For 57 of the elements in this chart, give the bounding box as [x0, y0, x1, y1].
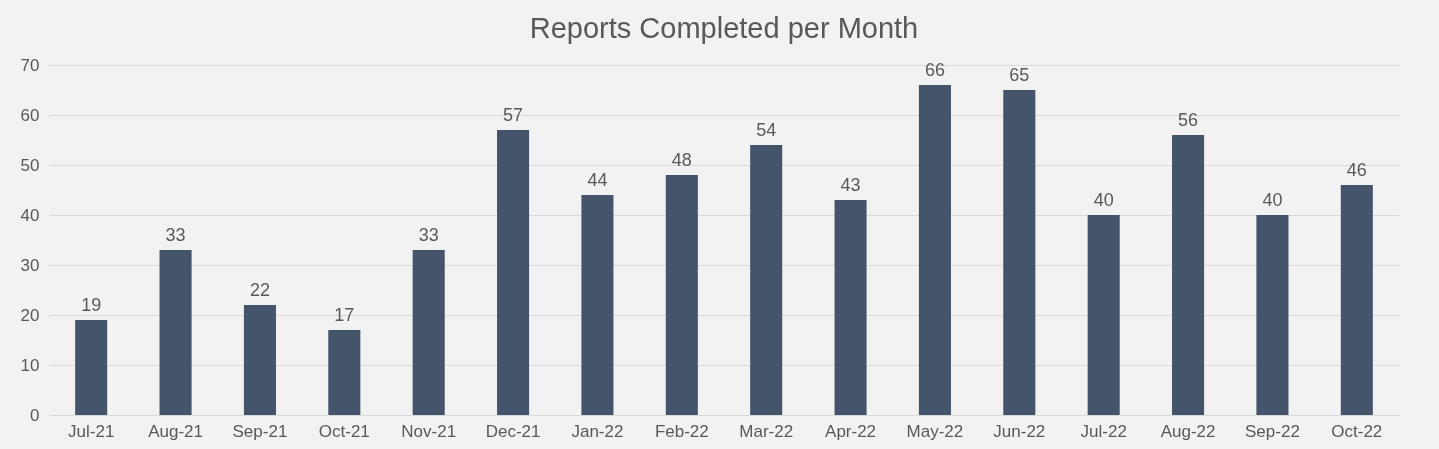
bar: [1172, 135, 1205, 415]
bar: [1256, 215, 1289, 415]
data-label: 22: [249, 280, 270, 300]
bar: [1087, 215, 1120, 415]
x-tick-label: May-22: [906, 421, 964, 441]
y-tick-label: 70: [20, 55, 40, 75]
x-tick-label: Mar-22: [739, 421, 794, 441]
data-label: 57: [503, 105, 524, 125]
y-tick-label: 0: [30, 405, 40, 425]
bar: [1003, 90, 1036, 415]
bar: [1340, 185, 1373, 415]
data-label: 40: [1262, 190, 1283, 210]
y-tick-label: 50: [20, 155, 40, 175]
bar: [665, 175, 698, 415]
y-tick-label: 40: [20, 205, 40, 225]
bar: [159, 250, 192, 415]
y-tick-label: 20: [20, 305, 40, 325]
data-label: 44: [587, 170, 608, 190]
x-tick-label: Jan-22: [571, 421, 624, 441]
bar: [918, 85, 951, 415]
data-label: 33: [165, 225, 186, 245]
x-tick-label: Dec-21: [485, 421, 541, 441]
bar: [75, 320, 108, 415]
data-label: 43: [840, 175, 861, 195]
x-tick-label: Oct-21: [318, 421, 370, 441]
bar: [581, 195, 614, 415]
x-tick-label: Sep-21: [232, 421, 288, 441]
bar: [328, 330, 361, 415]
bar: [412, 250, 445, 415]
y-tick-label: 30: [20, 255, 40, 275]
x-tick-label: Oct-22: [1331, 421, 1383, 441]
chart-title: Reports Completed per Month: [529, 12, 919, 44]
bar: [750, 145, 783, 415]
data-label: 48: [671, 150, 692, 170]
bar: [834, 200, 867, 415]
x-tick-label: Aug-22: [1160, 421, 1216, 441]
x-tick-label: Sep-22: [1245, 421, 1300, 441]
x-tick-label: Jul-22: [1080, 421, 1127, 441]
x-tick-label: Jul-21: [68, 421, 115, 441]
bar: [243, 305, 276, 415]
x-tick-label: Jun-22: [993, 421, 1046, 441]
data-label: 66: [924, 60, 945, 80]
data-label: 17: [334, 305, 355, 325]
data-label: 40: [1093, 190, 1114, 210]
data-label: 19: [81, 295, 102, 315]
x-tick-label: Nov-21: [401, 421, 457, 441]
y-tick-label: 10: [20, 355, 40, 375]
data-label: 46: [1346, 160, 1367, 180]
data-label: 65: [1009, 65, 1030, 85]
data-label: 33: [418, 225, 439, 245]
y-tick-label: 60: [20, 105, 40, 125]
data-label: 54: [756, 120, 777, 140]
x-tick-label: Apr-22: [825, 421, 877, 441]
bar: [497, 130, 530, 415]
data-label: 56: [1178, 110, 1199, 130]
x-tick-label: Feb-22: [654, 421, 709, 441]
x-tick-label: Aug-21: [148, 421, 203, 441]
